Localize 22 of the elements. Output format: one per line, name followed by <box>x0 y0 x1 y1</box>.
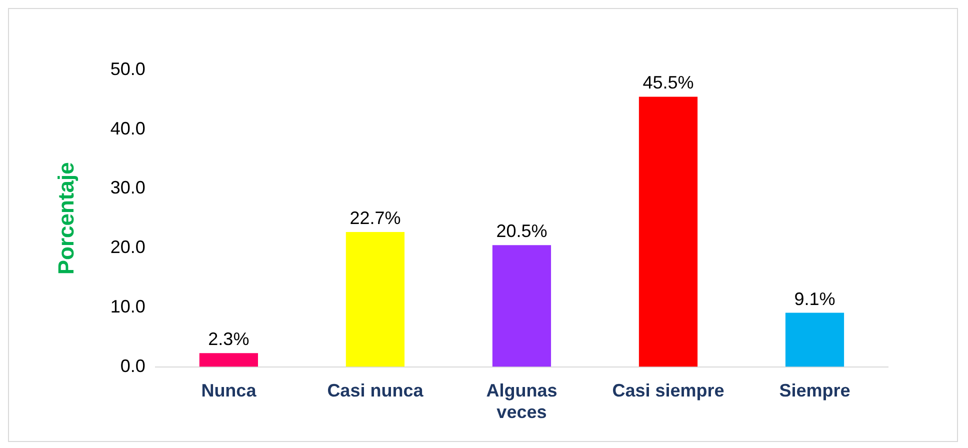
bar <box>492 245 552 367</box>
data-label: 22.7% <box>350 208 401 228</box>
bar <box>346 232 405 367</box>
data-label: 45.5% <box>642 72 694 93</box>
x-tick-label: Siempre <box>779 380 850 401</box>
data-label: 2.3% <box>208 329 250 350</box>
bar <box>638 96 698 367</box>
y-tick-label: 40.0 <box>110 118 146 138</box>
y-tick-label: 10.0 <box>110 296 146 316</box>
y-tick-label: 0.0 <box>120 356 146 376</box>
y-tick-label: 50.0 <box>110 58 146 79</box>
y-tick-label: 20.0 <box>110 237 146 258</box>
bar <box>199 353 258 367</box>
y-tick-label: 30.0 <box>110 178 146 198</box>
x-tick-label: Algunas veces <box>486 380 558 422</box>
data-label: 20.5% <box>496 221 548 242</box>
bar <box>785 312 844 367</box>
x-tick-label: Casi nunca <box>327 380 424 401</box>
x-tick-label: Casi siempre <box>612 380 724 401</box>
y-axis-title: Porcentaje <box>53 162 78 275</box>
data-label: 9.1% <box>794 288 836 309</box>
x-tick-label: Nunca <box>201 380 258 401</box>
